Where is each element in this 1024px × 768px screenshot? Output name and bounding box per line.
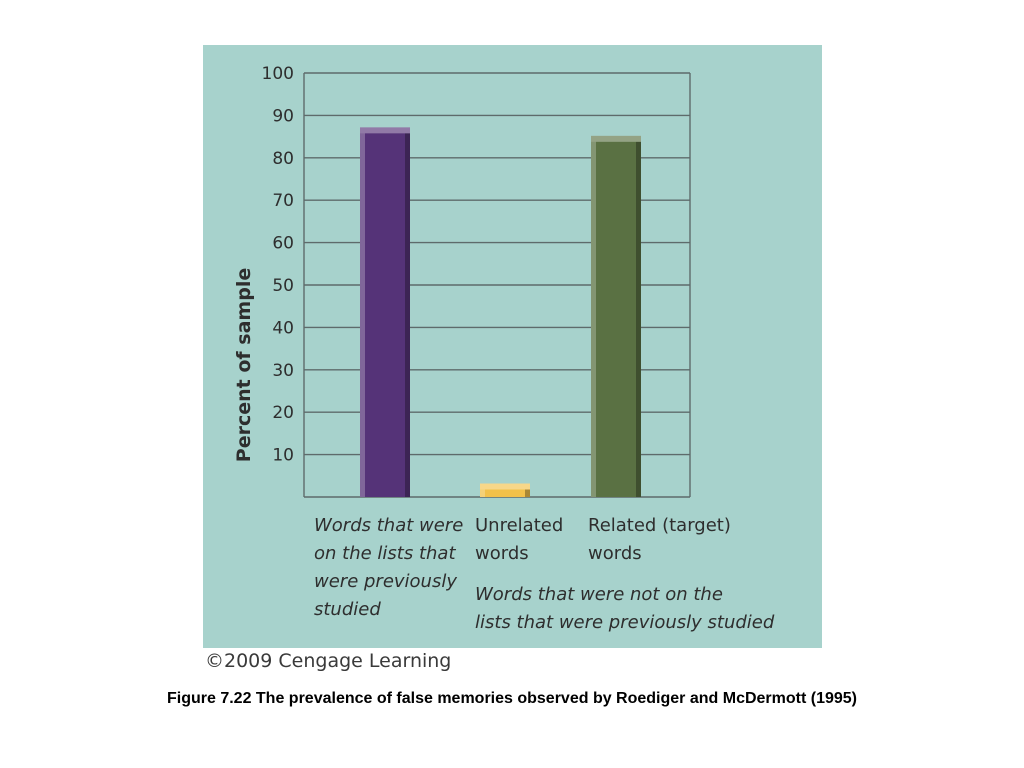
bar-0-shadow [405,132,410,498]
y-tick-label-60: 60 [272,234,294,254]
y-tick-label-50: 50 [272,276,294,296]
bar-1-shadow [525,488,530,497]
figure-caption: Figure 7.22 The prevalence of false memo… [166,690,857,707]
category-label-unrelated-words: Unrelated words [475,515,564,564]
y-axis-label: Percent of sample [233,268,255,462]
bar-1 [480,488,530,497]
bar-0 [360,132,410,498]
bar-2-shadow [636,140,641,497]
bar-1-highlight [480,488,485,497]
y-tick-label-40: 40 [272,318,294,338]
y-tick-label-20: 20 [272,403,294,423]
bar-2 [591,140,641,497]
bar-1-top [480,483,530,490]
y-tick-label-90: 90 [272,106,294,126]
category-label-related-words: Related (target) words [588,515,731,564]
y-tick-label-70: 70 [272,191,294,211]
category-label-studied-words: Words that were on the lists that were p… [314,515,464,620]
copyright-notice: ©2009 Cengage Learning [205,650,452,672]
chart-panel [203,45,822,648]
y-tick-label-10: 10 [272,446,294,466]
bar-2-top [591,135,641,142]
bar-0-highlight [360,132,365,498]
y-tick-label-30: 30 [272,361,294,381]
y-tick-label-80: 80 [272,149,294,169]
bar-2-highlight [591,140,596,497]
y-tick-label-100: 100 [262,64,294,84]
group-annotation: Words that were not on the lists that we… [475,584,775,633]
bar-0-top [360,127,410,134]
